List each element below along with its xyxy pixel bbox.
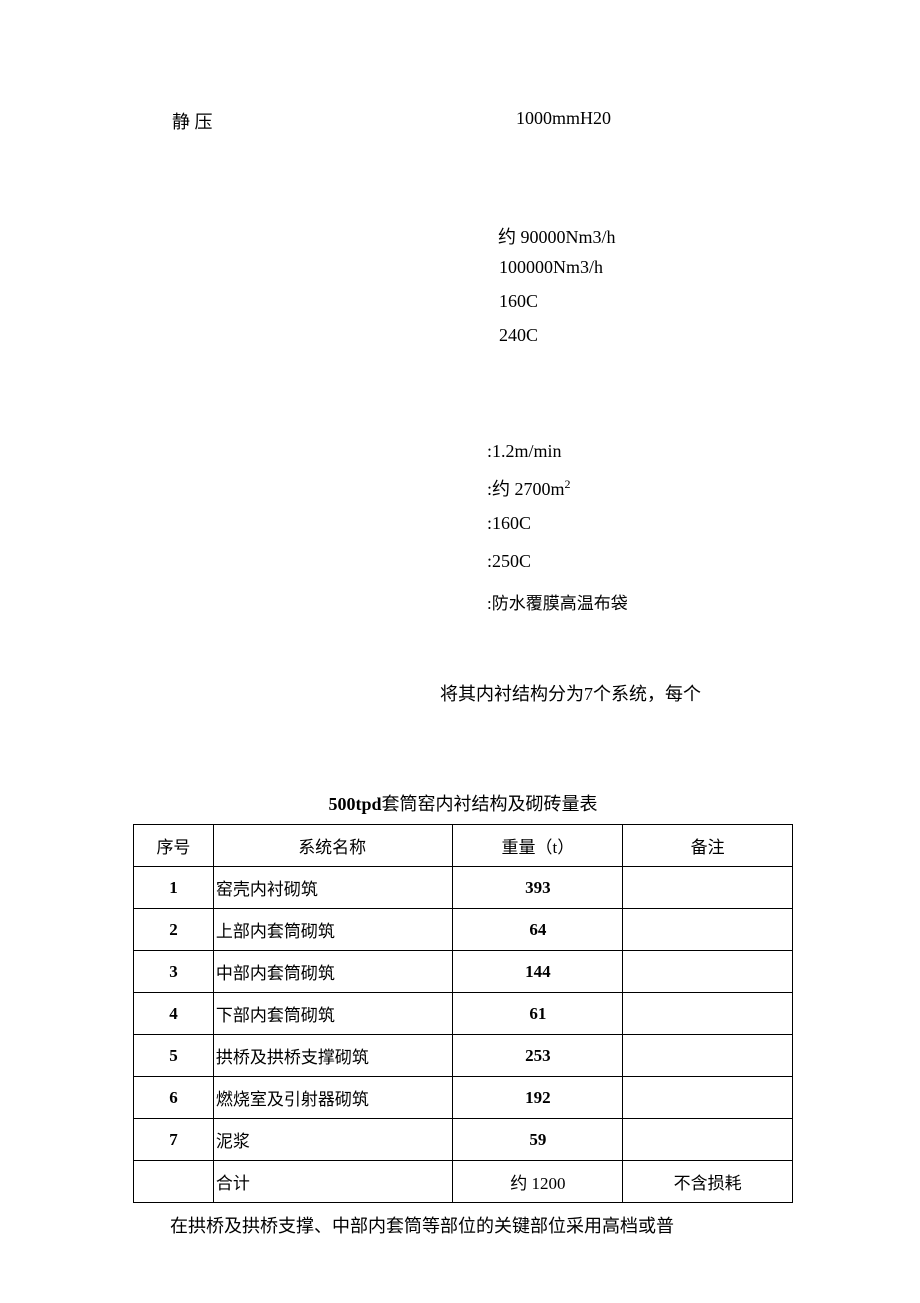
cell-seq: 3	[134, 951, 214, 993]
cell-weight: 192	[453, 1077, 623, 1119]
header-seq: 序号	[134, 825, 214, 867]
temp-1: 160C	[499, 291, 538, 312]
area-prefix: :约 2700m	[487, 479, 565, 499]
cell-weight: 253	[453, 1035, 623, 1077]
cell-name: 下部内套筒砌筑	[213, 993, 453, 1035]
table-title: 500tpd套筒窑内衬结构及砌砖量表	[133, 790, 793, 816]
static-pressure-value: 1000mmH20	[516, 108, 611, 129]
table-row: 4下部内套筒砌筑61	[134, 993, 793, 1035]
area-sup: 2	[565, 477, 571, 491]
cell-seq: 5	[134, 1035, 214, 1077]
cell-note	[623, 951, 793, 993]
header-name: 系统名称	[213, 825, 453, 867]
table-row: 5拱桥及拱桥支撑砌筑253	[134, 1035, 793, 1077]
material-value: :防水覆膜高温布袋	[487, 589, 628, 614]
table-row: 1窑壳内衬砌筑393	[134, 867, 793, 909]
cell-note	[623, 1077, 793, 1119]
table-row: 2上部内套筒砌筑64	[134, 909, 793, 951]
document-content: 静 压 1000mmH20 约 90000Nm3/h 100000Nm3/h 1…	[0, 0, 920, 1303]
cell-name: 窑壳内衬砌筑	[213, 867, 453, 909]
table-row: 6燃烧室及引射器砌筑192	[134, 1077, 793, 1119]
cell-weight: 64	[453, 909, 623, 951]
cell-weight: 约 1200	[453, 1161, 623, 1203]
header-note: 备注	[623, 825, 793, 867]
static-pressure-label: 静 压	[172, 108, 213, 134]
temp-2: 240C	[499, 325, 538, 346]
bottom-text: 在拱桥及拱桥支撑、中部内套筒等部位的关键部位采用高档或普	[170, 1212, 674, 1238]
cell-note: 不含损耗	[623, 1161, 793, 1203]
cell-seq: 1	[134, 867, 214, 909]
cell-seq: 6	[134, 1077, 214, 1119]
temp-4: :250C	[487, 551, 531, 572]
header-weight: 重量（t）	[453, 825, 623, 867]
speed-value: :1.2m/min	[487, 441, 562, 462]
cell-weight: 61	[453, 993, 623, 1035]
cell-name: 合计	[213, 1161, 453, 1203]
cell-name: 中部内套筒砌筑	[213, 951, 453, 993]
cell-note	[623, 1119, 793, 1161]
cell-seq: 4	[134, 993, 214, 1035]
table-row: 合计约 1200不含损耗	[134, 1161, 793, 1203]
cell-name: 泥浆	[213, 1119, 453, 1161]
table-body: 1窑壳内衬砌筑3932上部内套筒砌筑643中部内套筒砌筑1444下部内套筒砌筑6…	[134, 867, 793, 1203]
table-title-rest: 套筒窑内衬结构及砌砖量表	[382, 794, 598, 814]
flow-rate-2: 100000Nm3/h	[499, 257, 603, 278]
lining-table: 序号 系统名称 重量（t） 备注 1窑壳内衬砌筑3932上部内套筒砌筑643中部…	[133, 824, 793, 1203]
structure-note: 将其内衬结构分为7个系统，每个	[440, 680, 701, 706]
cell-name: 燃烧室及引射器砌筑	[213, 1077, 453, 1119]
table-container: 500tpd套筒窑内衬结构及砌砖量表 序号 系统名称 重量（t） 备注 1窑壳内…	[133, 790, 793, 1203]
cell-weight: 144	[453, 951, 623, 993]
cell-name: 上部内套筒砌筑	[213, 909, 453, 951]
cell-name: 拱桥及拱桥支撑砌筑	[213, 1035, 453, 1077]
cell-weight: 59	[453, 1119, 623, 1161]
table-row: 3中部内套筒砌筑144	[134, 951, 793, 993]
cell-seq	[134, 1161, 214, 1203]
cell-weight: 393	[453, 867, 623, 909]
cell-note	[623, 1035, 793, 1077]
cell-seq: 7	[134, 1119, 214, 1161]
cell-note	[623, 909, 793, 951]
temp-3: :160C	[487, 513, 531, 534]
table-header-row: 序号 系统名称 重量（t） 备注	[134, 825, 793, 867]
cell-seq: 2	[134, 909, 214, 951]
cell-note	[623, 993, 793, 1035]
table-title-bold: 500tpd	[328, 794, 381, 814]
cell-note	[623, 867, 793, 909]
flow-rate-1: 约 90000Nm3/h	[498, 223, 616, 249]
table-row: 7泥浆59	[134, 1119, 793, 1161]
area-value: :约 2700m2	[487, 475, 571, 501]
